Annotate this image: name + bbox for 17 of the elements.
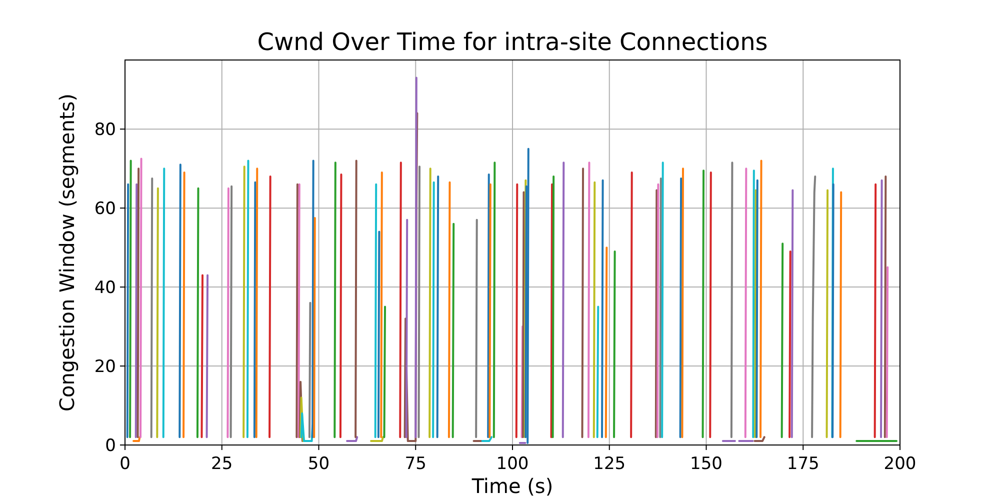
x-tick-label: 150 xyxy=(690,454,722,474)
y-axis-title: Congestion Window (segments) xyxy=(55,94,79,412)
x-tick-label: 50 xyxy=(308,454,330,474)
y-tick-label: 20 xyxy=(94,356,116,377)
x-tick-label: 175 xyxy=(786,454,820,474)
chart-title: Cwnd Over Time for intra-site Connections xyxy=(257,28,768,56)
x-tick-label: 125 xyxy=(593,454,626,474)
y-tick-label: 60 xyxy=(94,199,116,220)
y-tick-label: 40 xyxy=(94,278,116,298)
x-tick-label: 100 xyxy=(496,454,529,474)
x-tick-label: 25 xyxy=(211,454,233,474)
x-tick-label: 200 xyxy=(884,454,916,474)
x-tick-label: 0 xyxy=(120,454,130,474)
x-axis-title: Time (s) xyxy=(470,474,554,498)
y-tick-label: 0 xyxy=(105,436,116,456)
x-tick-label: 75 xyxy=(404,454,426,474)
y-tick-label: 80 xyxy=(94,120,116,140)
